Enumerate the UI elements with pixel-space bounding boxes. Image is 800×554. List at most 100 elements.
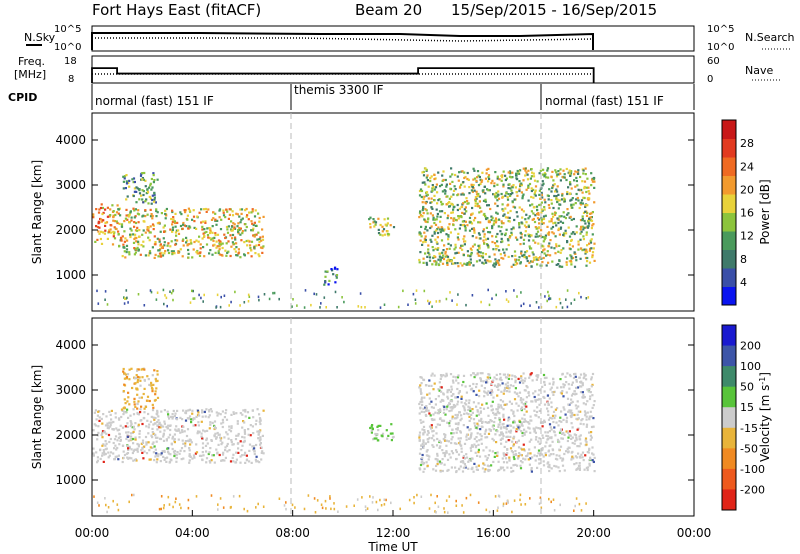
echo-cell <box>327 283 330 286</box>
echo-cell <box>545 264 548 267</box>
echo-cell <box>507 211 510 214</box>
echo-cell <box>141 376 144 379</box>
echo-cell <box>98 416 101 419</box>
echo-cell <box>516 172 519 175</box>
echo-cell <box>503 254 507 257</box>
echo-cell <box>231 214 235 217</box>
echo-cell <box>154 436 158 439</box>
echo-cell <box>542 217 546 221</box>
echo-cell <box>128 403 131 406</box>
echo-cell <box>520 454 523 457</box>
ground-speckle <box>491 297 493 300</box>
echo-cell <box>102 460 105 463</box>
ground-speckle <box>437 505 440 508</box>
echo-cell <box>163 230 166 233</box>
echo-cell <box>112 210 115 213</box>
echo-cell <box>497 406 501 409</box>
echo-cell <box>473 243 476 246</box>
echo-cell <box>508 390 511 393</box>
echo-cell <box>224 456 227 459</box>
echo-cell <box>445 450 448 453</box>
echo-cell <box>522 238 526 241</box>
ground-speckle <box>192 297 194 300</box>
ground-speckle <box>97 302 100 305</box>
echo-cell <box>435 444 439 447</box>
echo-cell <box>171 220 174 224</box>
echo-cell <box>545 176 548 179</box>
echo-cell <box>171 226 175 229</box>
echo-cell <box>530 195 533 199</box>
echo-cell <box>214 212 217 215</box>
echo-cell <box>200 221 203 224</box>
echo-cell <box>537 212 540 215</box>
echo-cell <box>476 410 479 413</box>
echo-cell <box>521 424 524 427</box>
echo-cell <box>141 198 144 201</box>
ground-speckle <box>202 300 204 303</box>
echo-cell <box>476 454 479 457</box>
echo-cell <box>188 461 191 464</box>
echo-cell <box>478 439 481 442</box>
echo-cell <box>562 169 565 172</box>
echo-cell <box>236 442 239 445</box>
echo-cell <box>140 405 143 408</box>
echo-cell <box>436 452 439 455</box>
echo-cell <box>188 415 192 418</box>
echo-cell <box>475 468 478 471</box>
echo-cell <box>442 452 445 455</box>
echo-cell <box>392 435 395 438</box>
echo-cell <box>451 452 455 455</box>
echo-cell <box>570 187 573 190</box>
echo-cell <box>425 405 428 408</box>
echo-cell <box>581 456 584 459</box>
ground-speckle <box>156 291 159 294</box>
echo-cell <box>426 255 429 258</box>
echo-cell <box>95 418 98 421</box>
echo-cell <box>572 457 575 460</box>
echo-cell <box>446 391 449 394</box>
echo-cell <box>481 372 484 375</box>
echo-cell <box>460 395 463 398</box>
echo-cell <box>505 440 508 443</box>
echo-cell <box>191 457 194 460</box>
echo-cell <box>134 221 138 225</box>
ground-speckle <box>104 497 106 500</box>
echo-cell <box>431 437 434 440</box>
echo-cell <box>454 417 457 420</box>
echo-cell <box>525 385 528 388</box>
echo-cell <box>541 421 545 424</box>
echo-cell <box>458 207 461 210</box>
echo-cell <box>482 407 486 410</box>
echo-cell <box>584 454 587 457</box>
echo-cell <box>131 426 134 429</box>
echo-cell <box>554 408 557 411</box>
echo-cell <box>215 437 218 440</box>
echo-cell <box>119 438 122 442</box>
echo-cell <box>181 418 184 421</box>
echo-cell <box>181 255 184 258</box>
echo-cell <box>528 448 531 451</box>
echo-cell <box>153 198 156 201</box>
echo-cell <box>212 211 215 214</box>
echo-cell <box>243 432 247 435</box>
echo-cell <box>117 233 120 236</box>
echo-cell <box>561 265 564 268</box>
echo-cell <box>163 252 166 255</box>
echo-cell <box>439 231 442 234</box>
ground-speckle <box>497 494 500 497</box>
echo-cell <box>438 423 441 426</box>
echo-cell <box>586 244 589 247</box>
echo-cell <box>450 211 453 214</box>
echo-cell <box>463 208 466 211</box>
echo-cell <box>563 408 566 411</box>
echo-cell <box>425 408 428 411</box>
ground-speckle <box>133 493 135 497</box>
echo-cell <box>167 452 170 455</box>
echo-cell <box>171 417 174 420</box>
echo-cell <box>116 455 119 458</box>
echo-cell <box>558 199 561 202</box>
echo-cell <box>197 240 200 243</box>
echo-cell <box>588 415 591 418</box>
echo-cell <box>478 195 481 198</box>
echo-cell <box>476 176 479 179</box>
